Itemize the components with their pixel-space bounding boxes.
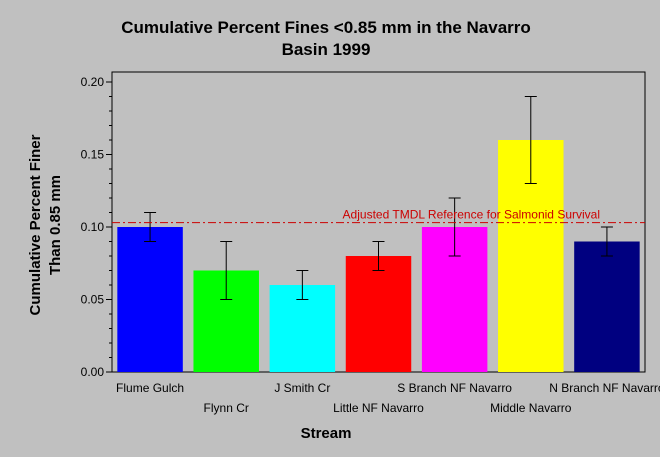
error-bars-group <box>144 96 613 300</box>
y-tick-label-2: 0.10 <box>81 220 105 234</box>
y-tick-label-0: 0.00 <box>81 365 105 379</box>
y-axis-title-line-2: Than 0.85 mm <box>47 175 64 275</box>
category-label-4: S Branch NF Navarro <box>397 381 512 395</box>
category-label-6: N Branch NF Navarro <box>549 381 660 395</box>
chart-title-line-2: Basin 1999 <box>282 40 371 59</box>
y-tick-label-4: 0.20 <box>81 75 105 89</box>
category-label-2: J Smith Cr <box>274 381 330 395</box>
bar-3 <box>345 256 412 372</box>
y-tick-label-3: 0.15 <box>81 148 105 162</box>
category-label-1: Flynn Cr <box>204 401 249 415</box>
bar-0 <box>117 227 183 372</box>
reference-line-group: Adjusted TMDL Reference for Salmonid Sur… <box>112 208 645 224</box>
category-label-0: Flume Gulch <box>116 381 184 395</box>
y-axis-title-line-1: Cumulative Percent Finer <box>27 134 44 315</box>
x-axis-title: Stream <box>301 425 352 442</box>
chart-title-line-1: Cumulative Percent Fines <0.85 mm in the… <box>121 18 531 37</box>
reference-line-label: Adjusted TMDL Reference for Salmonid Sur… <box>343 208 600 222</box>
bar-6 <box>574 241 640 372</box>
y-tick-label-1: 0.05 <box>81 293 105 307</box>
category-label-5: Middle Navarro <box>490 401 572 415</box>
y-axis: 0.00 0.05 0.10 0.15 0.20 <box>81 75 112 379</box>
category-label-3: Little NF Navarro <box>333 401 424 415</box>
